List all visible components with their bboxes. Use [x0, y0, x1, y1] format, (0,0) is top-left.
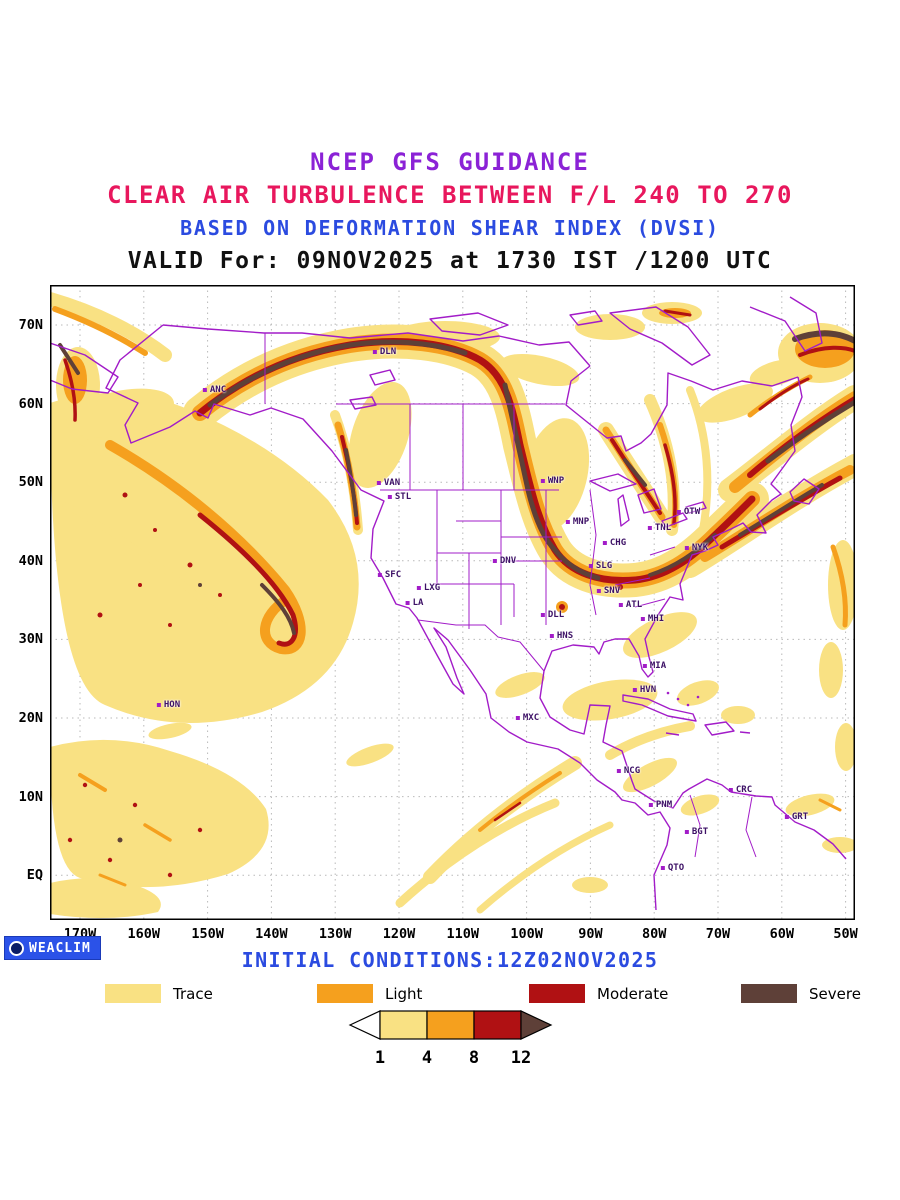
station-label: SLG	[588, 561, 613, 571]
lon-tick-label: 110W	[446, 926, 480, 942]
station-label: NYK	[684, 543, 709, 553]
station-label: HNS	[549, 631, 574, 641]
station-label: CHG	[602, 538, 627, 548]
lon-tick-label: 80W	[641, 926, 667, 942]
map-frame	[50, 285, 855, 920]
map-graphic	[50, 285, 855, 920]
station-label: BGT	[684, 827, 709, 837]
station-label: HON	[156, 700, 181, 710]
legend-item: Trace	[105, 984, 213, 1003]
station-label: GRT	[784, 812, 809, 822]
legend-label: Severe	[809, 984, 861, 1003]
station-label: HVN	[632, 685, 657, 695]
station-label: DLL	[540, 610, 565, 620]
lat-tick-label: 40N	[18, 552, 43, 569]
station-label: CRC	[728, 785, 753, 795]
station-label: DNV	[492, 556, 517, 566]
legend-item: Severe	[741, 984, 861, 1003]
station-label: STL	[387, 492, 412, 502]
colorbar: 1 4 8 12	[348, 1008, 553, 1068]
station-label: SNV	[596, 586, 621, 596]
coastlines	[50, 296, 847, 911]
lon-tick-label: 100W	[510, 926, 543, 942]
lon-tick-label: 150W	[191, 926, 224, 942]
title-block: NCEP GFS GUIDANCE CLEAR AIR TURBULENCE B…	[0, 146, 900, 278]
legend-label: Trace	[173, 984, 213, 1003]
lat-tick-label: 10N	[18, 788, 43, 805]
colorbar-tick-label: 1	[374, 1048, 386, 1068]
station-label: NCG	[616, 766, 641, 776]
legend-item: Moderate	[529, 984, 668, 1003]
colorbar-tick-label: 12	[510, 1048, 532, 1068]
legend-label: Light	[385, 984, 423, 1003]
lat-tick-label: 50N	[18, 474, 43, 491]
lon-tick-label: 130W	[318, 926, 352, 942]
station-label: MNP	[565, 517, 590, 527]
legend-row: Trace Light Moderate Severe	[0, 984, 900, 1006]
lon-tick-label: 160W	[127, 926, 161, 942]
colorbar-ticks: 1 4 8 12	[348, 1046, 553, 1068]
station-label: PNM	[648, 800, 673, 810]
weaclim-circle-icon	[9, 940, 24, 956]
shading-severe	[58, 330, 855, 843]
station-label: LXG	[416, 583, 441, 593]
title-valid-time: VALID For: 09NOV2025 at 1730 IST /1200 U…	[127, 248, 773, 274]
title-guidance: NCEP GFS GUIDANCE	[310, 148, 590, 176]
station-label: QTO	[660, 863, 685, 873]
lat-tick-label: EQ	[26, 867, 43, 884]
station-label: ATL	[618, 600, 643, 610]
weaclim-logo: WEACLIM	[4, 936, 101, 960]
station-label: WNP	[540, 476, 565, 486]
map-panel: 170W 160W 150W 140W 130W 120W 110W 100W 90W 80W 70…	[19, 285, 858, 942]
station-label: MHI	[640, 614, 665, 624]
station-label: TNL	[647, 523, 672, 533]
legend-swatch	[105, 984, 161, 1003]
legend-swatch	[741, 984, 797, 1003]
station-label: SFC	[377, 570, 402, 580]
title-method: BASED ON DEFORMATION SHEAR INDEX (DVSI)	[180, 216, 720, 240]
legend-label: Moderate	[597, 984, 669, 1003]
lat-tick-label: 20N	[18, 710, 43, 726]
colorbar-tick-label: 8	[468, 1048, 480, 1068]
lat-tick-label: 60N	[18, 395, 43, 412]
legend-swatch	[317, 984, 373, 1003]
station-label: OTW	[676, 507, 701, 517]
legend-item: Light	[317, 984, 422, 1003]
lon-tick-label: 140W	[255, 926, 288, 942]
station-label: MIA	[642, 661, 667, 671]
shading-trace	[50, 292, 855, 919]
lon-tick-label: 120W	[382, 926, 416, 942]
station-label: DLN	[372, 347, 397, 357]
lat-tick-label: 30N	[18, 631, 43, 648]
station-label: VAN	[376, 478, 401, 488]
initial-conditions: INITIAL CONDITIONS:12Z02NOV2025	[241, 948, 659, 972]
station-label: ANC	[202, 385, 227, 395]
lon-tick-label: 50W	[833, 926, 858, 942]
legend-swatch	[529, 984, 585, 1003]
title-product: CLEAR AIR TURBULENCE BETWEEN F/L 240 TO …	[107, 181, 793, 209]
station-label: MXC	[515, 713, 540, 723]
station-label: LA	[405, 598, 424, 608]
weaclim-label: WEACLIM	[29, 940, 91, 956]
colorbar-tick-label: 4	[421, 1048, 433, 1068]
lon-tick-label: 70W	[705, 926, 731, 942]
lat-tick-label: 70N	[18, 317, 43, 333]
lon-tick-label: 60W	[769, 926, 794, 942]
lon-tick-label: 90W	[578, 926, 603, 942]
colorbar-arrow	[348, 1010, 553, 1040]
